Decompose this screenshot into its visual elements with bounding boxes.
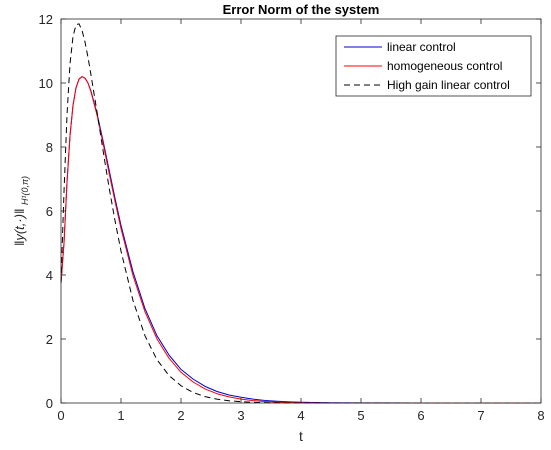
series-line-2 <box>60 76 541 404</box>
x-tick-label: 7 <box>477 408 484 423</box>
x-tick-label: 8 <box>537 408 544 423</box>
y-tick-label: 8 <box>46 140 53 155</box>
legend-label-1: linear control <box>387 40 456 54</box>
x-axis: 0 1 2 3 4 5 6 7 8 <box>57 19 545 423</box>
x-tick-label: 2 <box>177 408 184 423</box>
y-tick-label: 4 <box>46 268 53 283</box>
legend: linear control homogeneous control High ga… <box>335 35 532 97</box>
chart-title: Error Norm of the system <box>223 2 380 17</box>
y-tick-label: 12 <box>39 12 53 27</box>
legend-label-3: High gain linear control <box>387 78 510 92</box>
x-tick-label: 4 <box>297 408 304 423</box>
series-line-3 <box>60 23 541 404</box>
y-tick-label: 10 <box>39 76 53 91</box>
series-group <box>60 23 541 404</box>
x-tick-label: 0 <box>57 408 64 423</box>
x-axis-label: t <box>299 428 303 444</box>
y-axis-label-main: ‖y(t,·)‖ <box>12 209 27 246</box>
x-tick-label: 6 <box>417 408 424 423</box>
x-tick-label: 5 <box>357 408 364 423</box>
y-tick-label: 0 <box>46 396 53 411</box>
y-axis-label: ‖y(t,·)‖ H¹(0,π) <box>12 176 30 246</box>
y-axis: 0 2 4 6 8 10 12 <box>39 12 541 411</box>
legend-label-2: homogeneous control <box>387 59 502 73</box>
y-tick-label: 2 <box>46 332 53 347</box>
svg-text:‖y(t,·)‖ H¹(0,π): ‖y(t,·)‖ H¹(0,π) <box>12 176 30 246</box>
x-tick-label: 1 <box>117 408 124 423</box>
y-axis-label-subscript: H¹(0,π) <box>20 176 30 205</box>
x-tick-label: 3 <box>237 408 244 423</box>
y-tick-label: 6 <box>46 204 53 219</box>
